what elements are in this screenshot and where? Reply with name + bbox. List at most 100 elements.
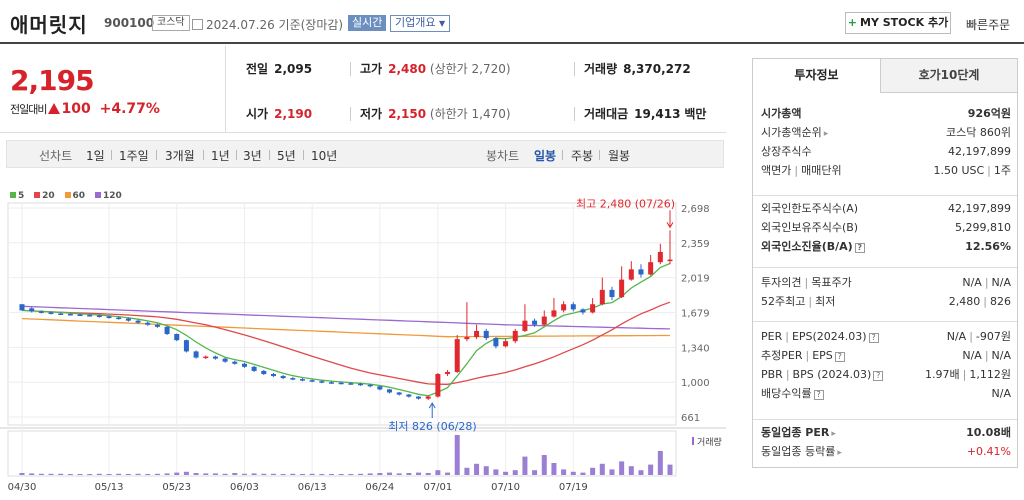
price-chart[interactable]: 2,698 2,359 2,019 1,679 1,340 1,000 661 04/30 05… <box>0 175 726 500</box>
candle-body <box>532 320 538 325</box>
volume-bar <box>67 474 73 475</box>
info-row: 추정PER | EPS? N/A | N/A <box>761 346 1011 365</box>
x-tick-label: 07/10 <box>491 482 520 493</box>
info-group-foreign: 외국인한도주식수(A) 42,197,899 외국인보유주식수(B) 5,299,81… <box>761 199 1011 256</box>
volume-bar <box>87 474 93 475</box>
candle-body <box>667 259 673 262</box>
realtime-button[interactable]: 실시간 <box>348 15 387 31</box>
stock-name: 애머릿지 <box>10 13 88 37</box>
candle-body <box>38 311 44 313</box>
volume-bar <box>406 473 412 475</box>
candle-body <box>319 381 325 383</box>
arrow-right-icon[interactable]: ▸ <box>831 429 836 439</box>
info-row: PER | EPS(2024.03)? N/A | -907원 <box>761 327 1011 346</box>
candle-body <box>125 318 131 321</box>
x-tick-label: 05/13 <box>95 482 124 493</box>
volume-bar <box>396 473 402 475</box>
candle-body <box>551 310 557 317</box>
info-key: PER | EPS(2024.03)? <box>761 327 879 346</box>
price-box: 2,195 전일대비 100 +4.77% <box>0 46 226 132</box>
current-price: 2,195 <box>10 64 95 97</box>
period-3y[interactable]: 3년 <box>243 149 262 163</box>
arrow-right-icon[interactable]: ▸ <box>823 129 829 139</box>
period-5y[interactable]: 5년 <box>277 149 296 163</box>
period-10y[interactable]: 10년 <box>311 149 338 163</box>
period-1d[interactable]: 1일 <box>86 149 105 163</box>
legend-ma120: 120 <box>94 191 122 201</box>
candle-body <box>116 317 122 320</box>
volume-bar <box>299 474 305 475</box>
info-value: N/A | N/A <box>962 276 1011 289</box>
info-value: 5,299,810 <box>955 221 1011 234</box>
y-tick-label: 1,000 <box>681 378 710 389</box>
info-row: 배당수익률? N/A <box>761 384 1011 403</box>
volume-bar <box>183 471 189 475</box>
market-badge: 코스닥 <box>152 15 190 31</box>
stat-low: 저가 2,150 (하한가 1,470) <box>360 107 511 121</box>
tab-investment-info[interactable]: 투자정보 <box>753 59 881 93</box>
info-value: 42,197,899 <box>948 202 1011 215</box>
volume-bar <box>590 467 596 475</box>
info-key: PBR | BPS (2024.03)? <box>761 365 884 384</box>
help-icon[interactable]: ? <box>854 243 865 253</box>
help-icon[interactable]: ? <box>868 333 879 343</box>
candle-body <box>328 382 334 384</box>
info-value: N/A | -907원 <box>946 330 1011 343</box>
quick-order-button[interactable]: 빠른주문 <box>966 18 1011 32</box>
volume-bar <box>116 473 122 475</box>
period-1w[interactable]: 1주일 <box>119 149 149 163</box>
x-tick-label: 04/30 <box>8 482 37 493</box>
candle-body <box>135 320 141 323</box>
candle-body <box>522 320 528 331</box>
candle-body <box>261 370 267 375</box>
candle-chart-tab[interactable]: 봉차트 <box>486 149 520 163</box>
volume-bar <box>328 474 334 475</box>
candle-body <box>657 251 663 263</box>
candle-body <box>348 383 354 385</box>
info-key: 52주최고 | 최저 <box>761 295 836 308</box>
volume-bar <box>638 470 644 475</box>
volume-label: 거래량 <box>697 436 722 448</box>
candle-body <box>406 394 412 397</box>
volume-bar <box>570 471 576 475</box>
info-row: 외국인보유주식수(B) 5,299,810 <box>761 218 1011 237</box>
volume-bar <box>561 469 567 475</box>
info-panel: 투자정보 호가10단계 시가총액 926억원 시가총액순위 ▸ 코스닥 860위 상장주식… <box>752 58 1018 468</box>
info-key: 시가총액순위 ▸ <box>761 126 829 139</box>
volume-bar <box>522 456 528 475</box>
line-chart-tab[interactable]: 선차트 <box>39 149 73 163</box>
help-icon[interactable]: ? <box>813 390 824 400</box>
volume-bar <box>164 473 170 475</box>
candle-body <box>193 351 199 358</box>
period-1y[interactable]: 1년 <box>211 149 230 163</box>
candle-monthly[interactable]: 월봉 <box>608 149 631 163</box>
basis-text: 기준(장마감) <box>278 18 344 32</box>
plus-icon: + <box>847 16 858 29</box>
candle-weekly[interactable]: 주봉 <box>571 149 594 163</box>
my-stock-add-button[interactable]: + MY STOCK 추가 <box>845 12 951 34</box>
candle-body <box>29 308 35 312</box>
volume-bar <box>270 473 276 475</box>
arrow-right-icon[interactable]: ▸ <box>837 448 842 458</box>
ma60-line <box>21 317 670 338</box>
candle-daily[interactable]: 일봉 <box>534 149 557 163</box>
info-key: 외국인소진율(B/A)? <box>761 237 865 256</box>
candle-body <box>183 340 189 352</box>
date-value: 2024.07.26 <box>206 18 275 32</box>
candle-body <box>232 361 238 364</box>
period-3m[interactable]: 3개월 <box>165 149 195 163</box>
info-row: 동일업종 PER ▸ 10.08배 <box>761 423 1011 442</box>
max-arrow-head <box>666 222 674 229</box>
candle-body <box>241 363 247 367</box>
candle-body <box>541 316 547 325</box>
ma20-line <box>21 301 671 385</box>
help-icon[interactable]: ? <box>873 371 884 381</box>
help-icon[interactable]: ? <box>834 352 845 362</box>
company-info-dropdown[interactable]: 기업개요 ▼ <box>390 15 451 32</box>
candle-body <box>77 314 83 317</box>
max-annotation: 최고 2,480 (07/26) <box>576 197 675 210</box>
x-tick-label: 05/23 <box>162 482 191 493</box>
price-change: 전일대비 100 +4.77% <box>10 101 160 117</box>
info-key: 시가총액 <box>761 107 802 120</box>
tab-order-book[interactable]: 호가10단계 <box>881 59 1017 93</box>
